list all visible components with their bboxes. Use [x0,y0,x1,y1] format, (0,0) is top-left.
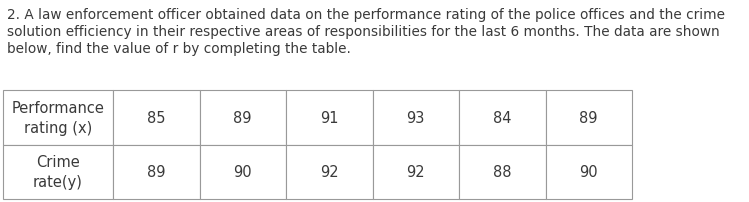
Bar [199,90,286,145]
Text: 85: 85 [147,110,166,125]
Text: 92: 92 [320,164,339,179]
Bar [286,145,372,199]
Text: Crime
rate(y): Crime rate(y) [33,155,83,189]
Bar [3,90,113,145]
Text: 84: 84 [493,110,512,125]
Text: 88: 88 [493,164,512,179]
Text: below, find the value of r by completing the table.: below, find the value of r by completing… [7,42,351,56]
Text: 89: 89 [147,164,166,179]
Bar [113,145,199,199]
Text: solution efficiency in their respective areas of responsibilities for the last 6: solution efficiency in their respective … [7,25,720,39]
Text: 93: 93 [407,110,425,125]
Text: Performance
rating (x): Performance rating (x) [11,100,104,135]
Text: 89: 89 [234,110,252,125]
Bar [459,90,545,145]
Bar [3,145,113,199]
Bar [286,90,372,145]
Text: 91: 91 [320,110,339,125]
Bar [199,145,286,199]
Text: 2. A law enforcement officer obtained data on the performance rating of the poli: 2. A law enforcement officer obtained da… [7,8,725,22]
Text: 92: 92 [407,164,425,179]
Bar [545,145,632,199]
Bar [459,145,545,199]
Bar [372,90,459,145]
Text: 90: 90 [234,164,252,179]
Bar [372,145,459,199]
Bar [545,90,632,145]
Text: 89: 89 [580,110,598,125]
Text: 90: 90 [580,164,598,179]
Bar [113,90,199,145]
